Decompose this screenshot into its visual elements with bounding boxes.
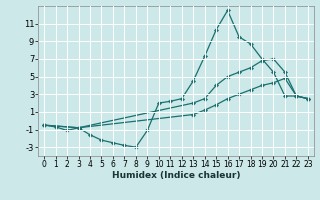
X-axis label: Humidex (Indice chaleur): Humidex (Indice chaleur) [112, 171, 240, 180]
